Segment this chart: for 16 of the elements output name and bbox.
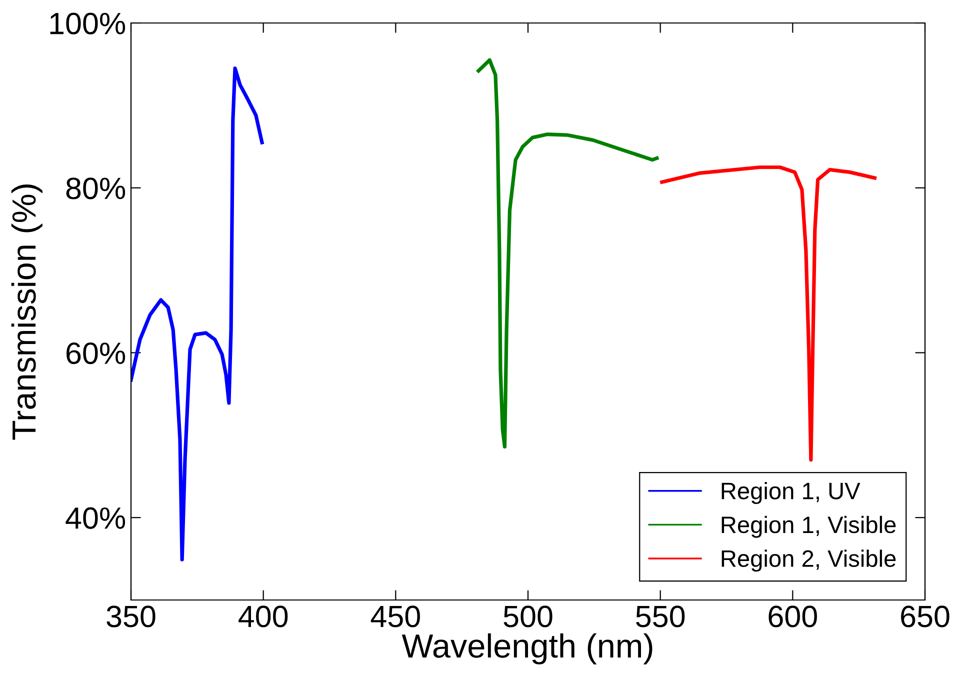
x-tick-label: 650 bbox=[901, 606, 950, 628]
x-axis-title: Wavelength (nm) bbox=[402, 633, 652, 664]
y-axis-title: Transmission (%) bbox=[11, 184, 42, 440]
legend-label: Region 2, Visible bbox=[722, 550, 896, 572]
x-tick-label: 600 bbox=[768, 606, 817, 628]
x-tick-label: 350 bbox=[106, 606, 156, 628]
y-tick-label: 60% bbox=[66, 342, 126, 364]
y-tick-label: 80% bbox=[66, 178, 126, 200]
legend-label: Region 1, Visible bbox=[722, 516, 896, 538]
x-tick-label: 500 bbox=[504, 606, 552, 628]
legend-label: Region 1, UV bbox=[722, 482, 860, 504]
x-tick-label: 550 bbox=[636, 606, 685, 628]
x-tick-label: 400 bbox=[238, 606, 288, 628]
x-tick-label: 450 bbox=[370, 606, 420, 628]
y-tick-label: 40% bbox=[66, 507, 126, 529]
y-tick-label: 100% bbox=[50, 12, 126, 34]
